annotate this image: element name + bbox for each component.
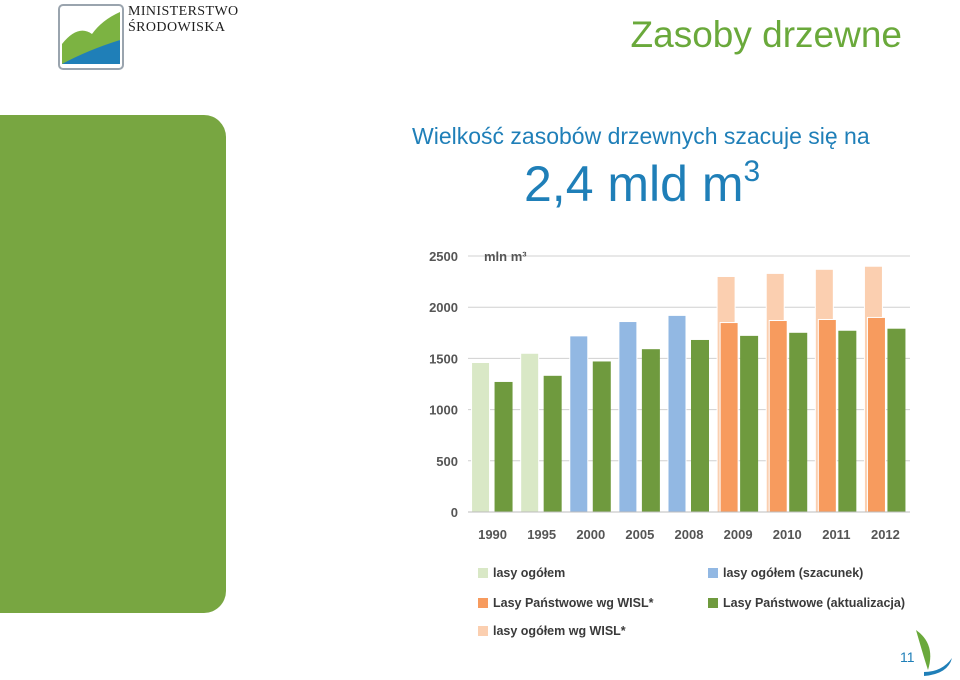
green-sidebar-panel bbox=[0, 115, 226, 613]
bar-1995-series-4 bbox=[543, 375, 562, 512]
bar-2010-series-4 bbox=[789, 332, 808, 512]
y-tick-label: 0 bbox=[451, 505, 458, 520]
x-tick-label: 2010 bbox=[773, 527, 802, 542]
x-tick-label: 2011 bbox=[822, 527, 850, 542]
bar-2010-series-3 bbox=[768, 320, 788, 513]
legend-label: lasy ogółem bbox=[493, 566, 566, 580]
swoosh-logo-icon bbox=[916, 630, 952, 676]
legend-swatch bbox=[478, 598, 488, 608]
legend-swatch bbox=[708, 568, 718, 578]
logo-line-2: ŚRODOWISKA bbox=[128, 20, 226, 35]
unit-label: mln m³ bbox=[484, 249, 527, 264]
legend-item: Lasy Państwowe wg WISL* bbox=[478, 596, 653, 610]
bar-2005-series-4 bbox=[641, 349, 660, 512]
legend-item: lasy ogółem bbox=[478, 566, 565, 580]
legend-label: lasy ogółem (szacunek) bbox=[723, 566, 864, 580]
y-tick-label: 2000 bbox=[429, 300, 458, 315]
bar-2009-series-4 bbox=[740, 335, 759, 512]
bar-1995-series-0 bbox=[520, 352, 540, 513]
x-tick-label: 2000 bbox=[576, 527, 605, 542]
x-tick-label: 1990 bbox=[478, 527, 507, 542]
legend-label: Lasy Państwowe (aktualizacja) bbox=[723, 596, 906, 610]
headline-value-text: 2,4 mld m bbox=[524, 156, 744, 212]
x-tick-label: 2005 bbox=[625, 527, 654, 542]
bar-2012-series-4 bbox=[887, 328, 906, 512]
bar-2000-series-1 bbox=[569, 335, 589, 513]
bar-2008-series-1 bbox=[667, 314, 687, 513]
legend-item: lasy ogółem wg WISL* bbox=[478, 624, 626, 638]
bar-2008-series-4 bbox=[691, 339, 709, 512]
y-tick-label: 1500 bbox=[429, 351, 458, 366]
x-tick-label: 2008 bbox=[675, 527, 704, 542]
slide-subtitle: Wielkość zasobów drzewnych szacuje się n… bbox=[412, 123, 870, 149]
bar-1990-series-4 bbox=[494, 381, 513, 512]
chart-legend: lasy ogółem lasy ogółem (szacunek) Lasy Pa… bbox=[478, 566, 938, 646]
legend-item: lasy ogółem (szacunek) bbox=[708, 566, 863, 580]
bar-2011-series-3 bbox=[817, 318, 837, 513]
bar-2011-series-4 bbox=[838, 330, 857, 512]
y-tick-label: 2500 bbox=[429, 249, 458, 264]
bar-2009-series-3 bbox=[719, 322, 739, 513]
legend-item: Lasy Państwowe (aktualizacja) bbox=[708, 596, 905, 610]
slide-title: Zasoby drzewne bbox=[630, 14, 902, 55]
resources-bar-chart: 0 500 1000 1500 2000 2500 mln m³ 1990 1995 2000 20… bbox=[429, 249, 910, 542]
headline-value-exponent: 3 bbox=[743, 155, 761, 188]
bar-2012-series-3 bbox=[866, 316, 886, 513]
bar-2005-series-1 bbox=[618, 321, 638, 513]
headline-value: 2,4 mld m3 bbox=[524, 155, 760, 213]
legend-swatch bbox=[478, 568, 488, 578]
legend-swatch bbox=[708, 598, 718, 608]
page-number: 11 bbox=[900, 649, 915, 665]
legend-label: Lasy Państwowe wg WISL* bbox=[493, 596, 654, 610]
bar-2000-series-4 bbox=[592, 361, 611, 512]
y-tick-label: 500 bbox=[436, 454, 458, 469]
x-tick-label: 1995 bbox=[527, 527, 556, 542]
x-tick-label: 2009 bbox=[724, 527, 753, 542]
y-tick-label: 1000 bbox=[429, 403, 458, 418]
bar-1990-series-0 bbox=[471, 361, 491, 513]
ministry-logo-icon bbox=[58, 4, 124, 70]
logo-line-1: MINISTERSTWO bbox=[128, 4, 239, 19]
ministry-logo-text: MINISTERSTWO ŚRODOWISKA bbox=[128, 4, 239, 36]
legend-label: lasy ogółem wg WISL* bbox=[493, 624, 626, 638]
legend-swatch bbox=[478, 626, 488, 636]
x-tick-label: 2012 bbox=[871, 527, 900, 542]
ministry-logo: MINISTERSTWO ŚRODOWISKA bbox=[58, 4, 258, 70]
